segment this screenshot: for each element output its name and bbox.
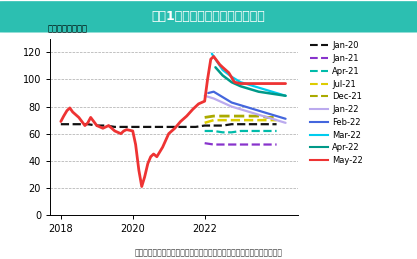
Text: （ドル／バレル）: （ドル／バレル）	[48, 25, 88, 34]
Legend: Jan-20, Jan-21, Apr-21, Jul-21, Dec-21, Jan-22, Feb-22, Mar-22, Apr-22, May-22: Jan-20, Jan-21, Apr-21, Jul-21, Dec-21, …	[310, 41, 363, 165]
FancyBboxPatch shape	[0, 1, 417, 33]
Text: 図表1：ブレント原油価格見通し: 図表1：ブレント原油価格見通し	[152, 10, 265, 23]
Text: （出所：米国エネルギー情報局より住友商事グローバルリサーチ作成）: （出所：米国エネルギー情報局より住友商事グローバルリサーチ作成）	[135, 249, 282, 258]
